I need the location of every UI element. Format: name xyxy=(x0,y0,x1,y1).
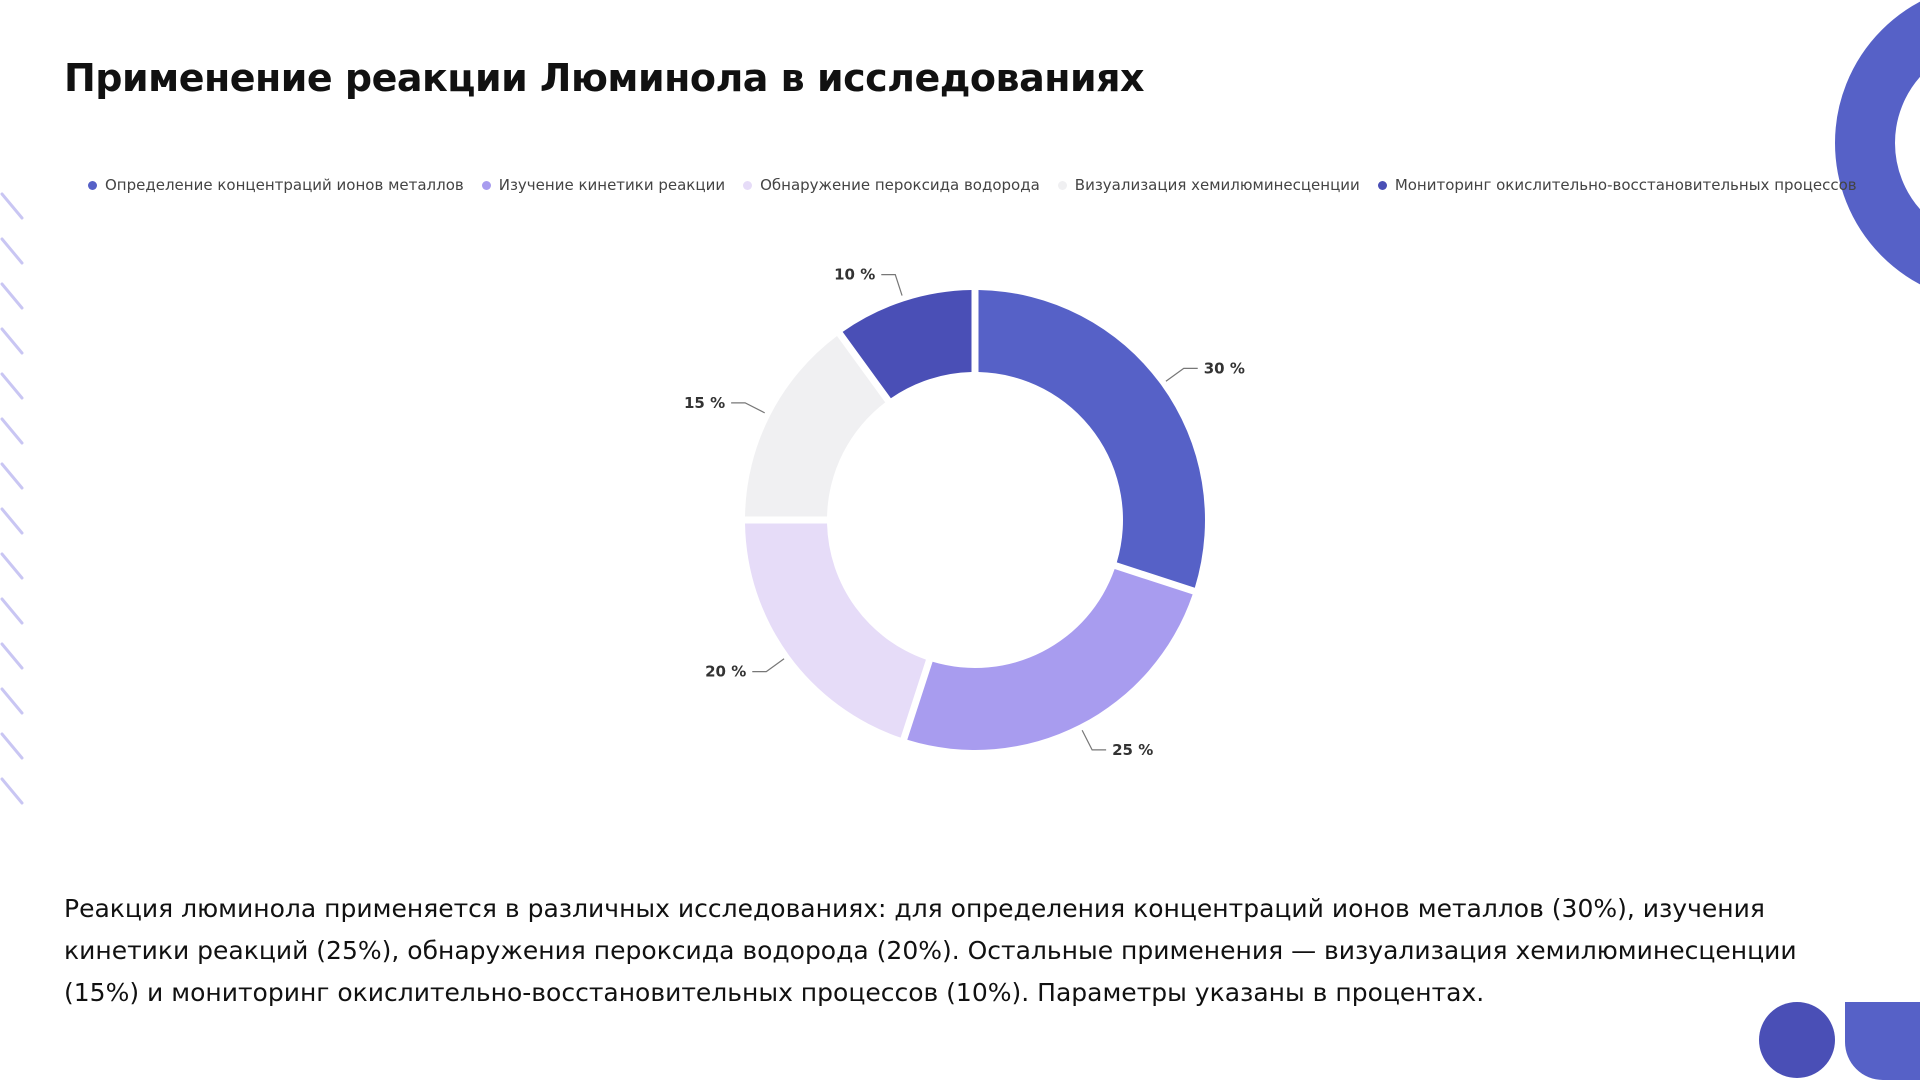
hatch-line xyxy=(0,777,24,805)
legend-label: Обнаружение пероксида водорода xyxy=(760,176,1040,194)
description-text: Реакция люминола применяется в различных… xyxy=(64,894,1797,1007)
hatch-line xyxy=(0,282,24,310)
hatch-line xyxy=(0,687,24,715)
donut-slice xyxy=(978,290,1205,588)
legend-swatch xyxy=(1057,180,1067,190)
hatch-line xyxy=(0,237,24,265)
legend-item: Обнаружение пероксида водорода xyxy=(743,176,1040,194)
hatch-line xyxy=(0,372,24,400)
legend-label: Мониторинг окислительно-восстановительны… xyxy=(1394,176,1857,194)
hatch-line xyxy=(0,597,24,625)
page-title: Применение реакции Люминола в исследован… xyxy=(64,56,1145,100)
decorative-hatch-lines xyxy=(0,192,24,805)
legend-item: Мониторинг окислительно-восстановительны… xyxy=(1377,176,1857,194)
data-label-leader xyxy=(752,658,785,673)
legend-swatch xyxy=(1377,180,1387,190)
legend-label: Визуализация хемилюминесценции xyxy=(1074,176,1360,194)
legend-item: Изучение кинетики реакции xyxy=(481,176,726,194)
legend-item: Определение концентраций ионов металлов xyxy=(88,176,464,194)
data-label: 25 % xyxy=(1112,741,1153,759)
legend-swatch xyxy=(481,180,491,190)
donut-slice xyxy=(907,569,1193,750)
donut-slice xyxy=(842,290,972,399)
legend-item: Визуализация хемилюминесценции xyxy=(1057,176,1360,194)
data-label: 20 % xyxy=(705,663,746,681)
hatch-line xyxy=(0,192,24,220)
hatch-line xyxy=(0,642,24,670)
donut-slice xyxy=(745,336,886,517)
hatch-line xyxy=(0,417,24,445)
hatch-line xyxy=(0,552,24,580)
data-label-leader xyxy=(1081,730,1107,751)
hatch-line xyxy=(0,462,24,490)
data-label-leader xyxy=(731,402,765,414)
legend-swatch xyxy=(743,180,753,190)
chart-legend: Определение концентраций ионов металлов И… xyxy=(88,176,1857,194)
hatch-line xyxy=(0,507,24,535)
hatch-line xyxy=(0,732,24,760)
data-label: 10 % xyxy=(834,266,875,284)
donut-slice xyxy=(745,523,926,738)
data-label: 15 % xyxy=(684,394,725,412)
legend-label: Определение концентраций ионов металлов xyxy=(105,176,464,194)
data-label-leader xyxy=(881,274,903,296)
hatch-line xyxy=(0,327,24,355)
data-label-leader xyxy=(1165,367,1198,382)
donut-chart: 30 % 25 % 20 % 15 % 10 % xyxy=(684,266,1245,759)
decorative-shapes-bottom-right xyxy=(1759,1002,1920,1080)
data-label: 30 % xyxy=(1204,359,1245,377)
decorative-arc-top-right xyxy=(1835,1,1920,285)
legend-label: Изучение кинетики реакции xyxy=(498,176,726,194)
legend-swatch xyxy=(88,180,97,190)
